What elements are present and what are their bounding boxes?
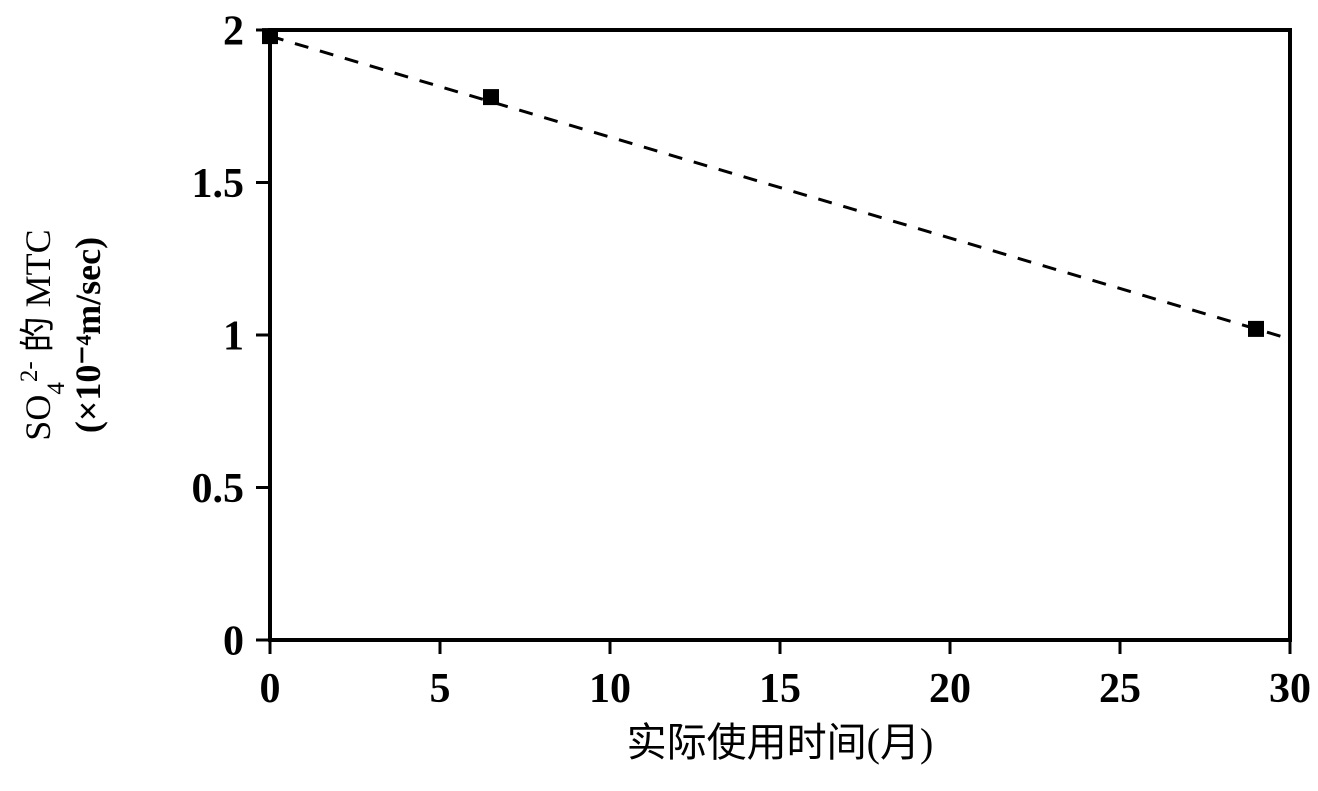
y-tick-label: 0.5 — [192, 466, 245, 512]
y-tick-label: 0 — [223, 619, 244, 665]
x-tick-label: 30 — [1269, 666, 1311, 712]
y-tick-label: 1.5 — [192, 161, 245, 207]
data-point — [1248, 321, 1264, 337]
x-axis-label: 实际使用时间(月) — [627, 720, 934, 765]
x-tick-label: 0 — [260, 666, 281, 712]
y-tick-label: 2 — [223, 9, 244, 55]
x-tick-label: 15 — [759, 666, 801, 712]
data-point — [262, 28, 278, 44]
y-axis-label-line2: (×10⁻⁴m/sec) — [68, 237, 108, 433]
x-tick-label: 25 — [1099, 666, 1141, 712]
x-tick-label: 5 — [430, 666, 451, 712]
mtc-chart: 051015202530实际使用时间(月)00.511.52SO42- 的 MT… — [0, 0, 1318, 791]
y-tick-label: 1 — [223, 314, 244, 360]
x-tick-label: 10 — [589, 666, 631, 712]
x-tick-label: 20 — [929, 666, 971, 712]
data-point — [483, 89, 499, 105]
